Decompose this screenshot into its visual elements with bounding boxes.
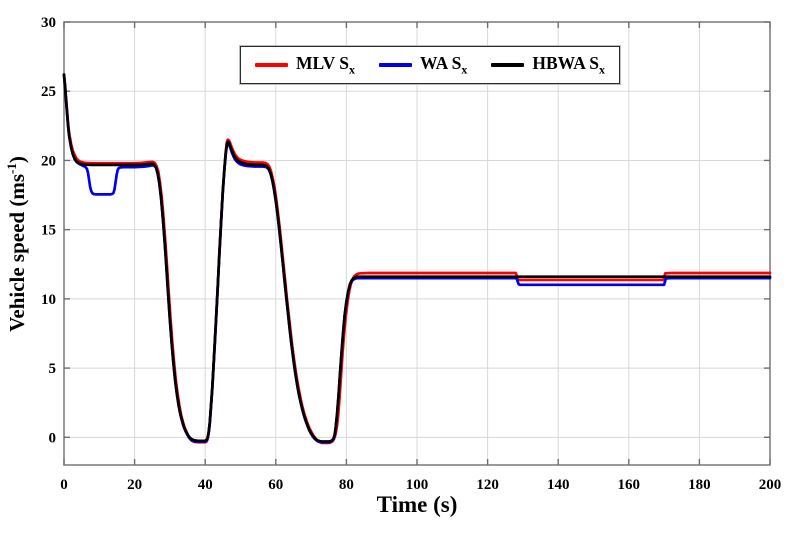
y-tick-label: 0 [49, 430, 57, 446]
x-tick-label: 20 [127, 477, 142, 493]
legend: MLV Sx WA Sx HBWA Sx [239, 45, 621, 85]
legend-entry-hbwa: HBWA Sx [491, 52, 605, 77]
legend-label-wa-subscript: x [461, 62, 468, 77]
legend-label-hbwa-subscript: x [598, 62, 605, 77]
x-tick-label: 60 [268, 477, 283, 493]
y-tick-label: 5 [49, 361, 57, 377]
y-axis-label-superscript: -1 [4, 163, 19, 174]
y-tick-label: 10 [41, 292, 56, 308]
y-tick-label: 15 [41, 223, 56, 239]
legend-label-mlv: MLV Sx [296, 52, 356, 77]
legend-label-mlv-subscript: x [349, 62, 356, 77]
x-tick-label: 180 [688, 477, 711, 493]
y-tick-label: 30 [41, 15, 56, 31]
x-tick-label: 120 [476, 477, 499, 493]
y-axis-label-close: ) [5, 156, 29, 164]
x-tick-label: 0 [60, 477, 68, 493]
legend-label-hbwa: HBWA Sx [532, 52, 605, 77]
x-tick-label: 140 [547, 477, 570, 493]
x-tick-label: 80 [339, 477, 354, 493]
y-axis-label: Vehicle speed (ms-1) [4, 156, 30, 332]
y-tick-label: 20 [41, 153, 56, 169]
legend-line-sample-wa [379, 63, 413, 67]
x-tick-label: 40 [198, 477, 213, 493]
legend-line-sample-hbwa [491, 63, 525, 67]
legend-label-hbwa-text: HBWA S [532, 52, 599, 73]
series-line-hbwa-sx [62, 73, 772, 443]
legend-label-wa-text: WA S [420, 52, 462, 73]
legend-label-wa: WA Sx [420, 52, 468, 77]
legend-line-sample-mlv [255, 63, 288, 67]
y-tick-label: 25 [41, 84, 56, 100]
legend-label-mlv-text: MLV S [296, 52, 350, 73]
y-axis-label-text: Vehicle speed (ms [5, 173, 29, 332]
x-axis-label: Time (s) [376, 492, 458, 517]
x-tick-label: 200 [759, 477, 782, 493]
x-tick-label: 100 [406, 477, 429, 493]
x-tick-label: 160 [618, 477, 641, 493]
legend-entry-wa: WA Sx [379, 52, 468, 77]
legend-entry-mlv: MLV Sx [255, 52, 356, 77]
